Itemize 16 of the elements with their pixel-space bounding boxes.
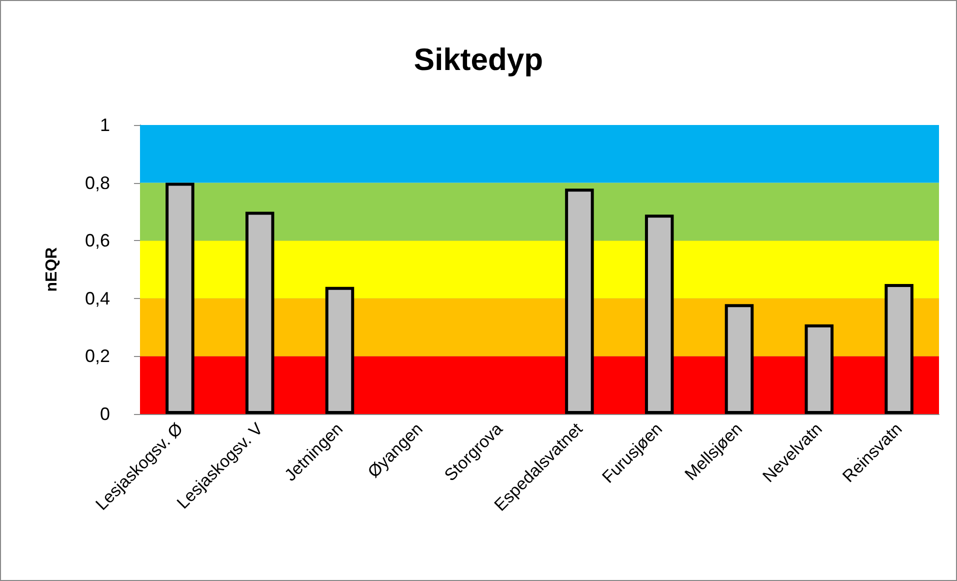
bar bbox=[245, 212, 274, 414]
y-tick-label: 0 bbox=[100, 404, 110, 424]
y-tick-label: 0,2 bbox=[84, 346, 110, 366]
y-axis-title: nEQR bbox=[44, 246, 60, 292]
bar bbox=[166, 182, 194, 414]
bar bbox=[325, 286, 354, 414]
y-tick-label: 0,8 bbox=[84, 172, 110, 193]
y-tick-label: 0,4 bbox=[84, 288, 110, 308]
y-tick-label: 0,6 bbox=[84, 230, 110, 251]
bar bbox=[724, 304, 754, 414]
bar bbox=[565, 188, 594, 414]
chart-title: Siktedyp bbox=[414, 42, 544, 77]
y-tick-label: 1 bbox=[100, 115, 110, 135]
bar bbox=[644, 214, 674, 414]
bar bbox=[804, 324, 834, 414]
bar bbox=[884, 284, 914, 414]
